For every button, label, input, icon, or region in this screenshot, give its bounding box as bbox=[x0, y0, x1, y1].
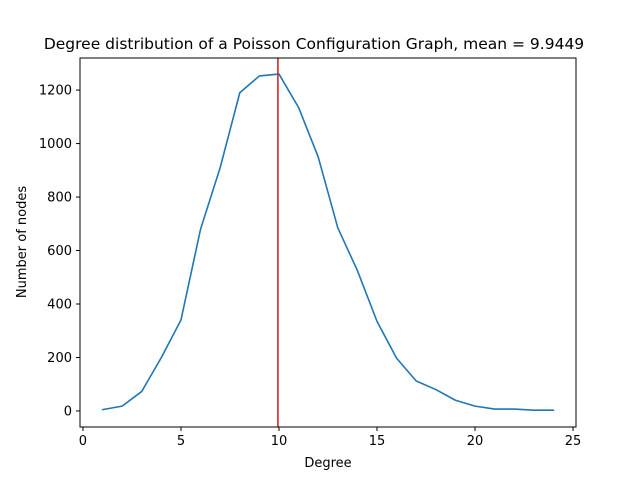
y-tick-label: 400 bbox=[47, 298, 72, 313]
chart-title: Degree distribution of a Poisson Configu… bbox=[44, 35, 584, 53]
x-tick-label: 25 bbox=[565, 434, 582, 449]
series-line-0 bbox=[101, 73, 555, 411]
y-tick-label: 1000 bbox=[39, 137, 72, 152]
x-tick-label: 20 bbox=[467, 434, 484, 449]
axes-frame bbox=[79, 57, 577, 428]
x-tick-label: 10 bbox=[271, 434, 288, 449]
y-tick-label: 600 bbox=[47, 244, 72, 259]
x-axis-label: Degree bbox=[304, 456, 351, 471]
x-tick-label: 5 bbox=[177, 434, 185, 449]
y-tick-label: 0 bbox=[64, 404, 72, 419]
y-tick-label: 1200 bbox=[39, 84, 72, 99]
plot-area: 0 5 10 15 20 25 0 200 400 600 800 1000 1200 bbox=[39, 57, 582, 449]
x-tick-label: 15 bbox=[369, 434, 386, 449]
y-tick-label: 800 bbox=[47, 191, 72, 206]
x-tick-label: 0 bbox=[79, 434, 87, 449]
y-tick-label: 200 bbox=[47, 351, 72, 366]
y-axis-label: Number of nodes bbox=[15, 186, 30, 298]
